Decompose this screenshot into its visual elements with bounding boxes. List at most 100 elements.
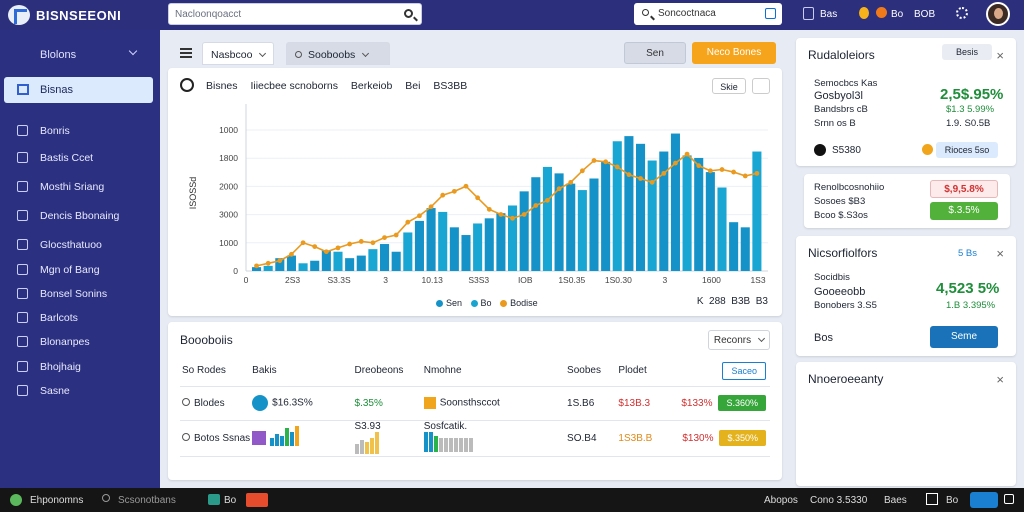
menu-icon[interactable] [180,48,192,58]
table-dropdown[interactable]: Reconrs [708,330,770,350]
sidebar-item[interactable]: Mosthi Sriang [0,178,150,198]
y-tick-label: 0 [233,266,238,276]
search-icon[interactable] [404,9,413,18]
negative-value-badge[interactable]: $,9,5.8% [930,180,998,198]
avatar[interactable] [986,2,1010,26]
column-header[interactable]: So Rodes [180,356,251,387]
chart-option-button[interactable]: Skie [712,78,746,94]
pager-item[interactable]: B3 [755,296,768,307]
sidebar-item[interactable]: Bhojhaig [0,358,150,378]
chart-header-item[interactable]: BS3BB [433,80,468,92]
chart-point [638,176,643,181]
sidebar-item[interactable]: Bastis Ccet [0,149,150,169]
primary-action-button[interactable]: Neco Bones [692,42,776,64]
column-header[interactable]: Plodet [616,356,680,387]
calendar-icon [17,210,28,221]
tab-primary[interactable]: Nasbcoo [202,42,275,65]
x-tick-label: S3.3S [328,275,351,285]
pager-item[interactable]: 288 [709,296,726,307]
panel-badge[interactable]: Besis [942,44,992,60]
positive-value-badge[interactable]: $.3.5% [930,202,998,220]
sidebar-item[interactable]: Mgn of Bang [0,261,150,281]
chart-card: Bisnes Iiiecbee scnoborns Berkeiob Bei B… [168,68,782,316]
sidebar-select[interactable]: Blolons [12,44,140,66]
column-header[interactable]: Soobes [565,356,617,387]
status-badge[interactable]: $.350% [719,430,766,446]
status-item[interactable]: Bo [224,495,237,506]
expand-icon[interactable] [1004,494,1014,504]
close-icon[interactable]: × [996,246,1004,261]
clock-icon [182,432,190,441]
sidebar-item[interactable]: Glocsthatuoo [0,236,150,256]
settings-icon[interactable] [956,7,968,19]
topbar-link-2[interactable]: Bo [891,9,904,20]
status-item[interactable]: Baes [884,495,907,506]
status-item[interactable]: Cono 3.5330 [810,495,868,506]
table-row[interactable]: Blodes $16.3S% $.35% Soonsthsccot 1S.B6 … [180,386,770,421]
status-item[interactable]: Scsonotbans [118,495,176,506]
cell-name: Blodes [194,397,225,409]
chart-legend: Sen Bo Bodise [430,298,538,308]
chart-bar [647,160,657,271]
copy-button[interactable]: Sen [624,42,686,64]
alert-icon[interactable] [876,7,887,18]
status-item[interactable]: Abopos [764,495,798,506]
chart-header-item[interactable]: Iiiecbee scnoborns [250,80,338,92]
chat-icon [17,264,28,275]
chart-header-item[interactable]: Bei [405,80,421,92]
column-header[interactable]: Nmohne [421,356,566,387]
button-label: Neco Bones [706,47,762,58]
pager-item[interactable]: K [696,296,704,307]
chart-bar [414,220,424,271]
brand-name: BISNSEEONI [36,8,122,23]
panel-action-button[interactable]: Rioces 5so [936,142,998,158]
table-row[interactable]: Botos Ssnas S3.93 Sosfcatik. SO.B4 1S3B.… [180,420,770,457]
chart-point [440,192,446,198]
panel-line: Bandsbrs cB [814,104,868,115]
cell-value: S3.93 [354,420,381,432]
status-item[interactable]: Bo [946,495,959,506]
chart-bar [694,157,704,271]
column-header[interactable]: Bakis [250,356,353,387]
search-input[interactable]: Nacloonqoacct [168,3,422,25]
close-icon[interactable]: × [996,48,1004,63]
x-tick-label: 1S0.35 [558,275,585,285]
share-icon [17,312,28,323]
scan-icon[interactable] [765,8,776,19]
status-item[interactable]: Ehponomns [30,495,84,506]
summary-panel: Rudaloleiors Besis × Semocbcs Kas Gosbyo… [796,38,1016,166]
sidebar-item[interactable]: Dencis Bbonaing [0,207,150,227]
chart-bar [531,177,541,271]
pager-item[interactable]: B3B [731,296,751,307]
chart-point [579,168,585,174]
sidebar-item[interactable]: Bonris [0,122,150,142]
sidebar-item[interactable]: Bonsel Sonins [0,285,150,305]
chart-point [614,164,620,170]
mini-bar-chart [354,431,380,456]
panel-action-button[interactable]: Seme [930,326,998,348]
close-icon[interactable]: × [996,372,1004,387]
legend-swatch [436,300,443,308]
status-badge[interactable]: S.360% [718,395,766,411]
topbar-link-1[interactable]: Bas [820,9,838,20]
toggle-button[interactable] [970,492,998,508]
topbar-link-3[interactable]: BOB [914,9,936,20]
sidebar-item-active[interactable]: Bisnas [4,77,153,103]
chart-bar [461,235,471,271]
tab-search[interactable]: Sooboobs [286,42,390,65]
chart-header-item[interactable]: Berkeiob [350,80,393,92]
sidebar-item[interactable]: Sasne [0,382,150,402]
sidebar-item[interactable]: Barlcots [0,309,150,329]
sidebar-item[interactable]: Blonanpes [0,333,150,353]
document-icon[interactable] [803,7,814,20]
chart-header-item[interactable]: Bisnes [206,80,238,92]
more-icon[interactable] [752,78,770,94]
secondary-search-input[interactable]: Soncoctnaca [634,3,782,25]
panel-line: Socidbis [814,272,850,283]
badge[interactable]: Saceo [722,361,766,380]
column-header[interactable]: Dreobeons [352,356,422,387]
chart-bar [729,222,739,271]
window-icon[interactable] [926,493,938,505]
app-icon[interactable] [246,493,268,507]
logo-icon[interactable] [8,5,30,25]
